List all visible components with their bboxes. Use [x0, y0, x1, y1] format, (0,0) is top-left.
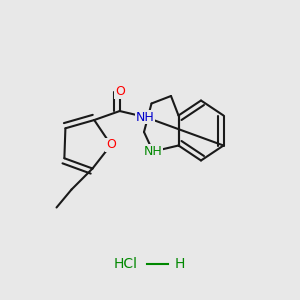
Text: NH: NH [136, 110, 154, 124]
Text: O: O [106, 138, 116, 152]
Text: H: H [175, 257, 185, 271]
Text: O: O [115, 85, 125, 98]
Text: HCl: HCl [114, 257, 138, 271]
Text: NH: NH [144, 145, 162, 158]
